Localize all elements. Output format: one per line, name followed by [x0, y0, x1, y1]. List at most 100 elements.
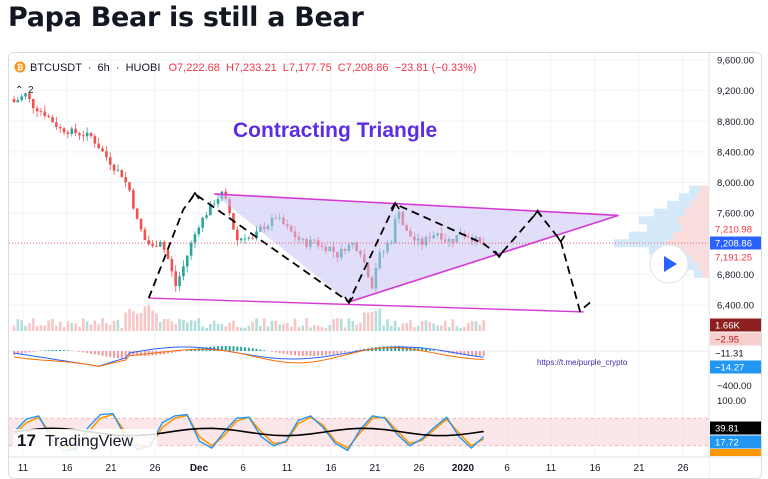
macd-histogram-bar — [116, 351, 119, 359]
volume-profile-bar — [677, 216, 709, 225]
volume-bar — [378, 308, 382, 331]
time-tick-label: 6 — [504, 463, 510, 474]
candle-body — [89, 132, 93, 137]
macd-histogram-bar — [43, 350, 46, 351]
price-tick-label: 9,600.00 — [717, 56, 754, 67]
volume-bar — [220, 323, 224, 331]
wave-arrowhead — [190, 191, 200, 200]
volume-bar — [374, 310, 378, 331]
macd-histogram-bar — [20, 351, 23, 354]
candle-body — [93, 136, 97, 144]
macd-histogram-bar — [78, 351, 81, 352]
high-value: H7,233.21 — [226, 62, 277, 74]
volume-bar — [147, 304, 151, 331]
candle-body — [193, 234, 197, 243]
price-tick-label: 6,800.00 — [717, 270, 754, 281]
macd-histogram-bar — [136, 351, 139, 356]
telegram-link[interactable]: https://t.me/purple_crypto — [537, 358, 628, 367]
play-icon — [664, 256, 677, 272]
volume-bar — [316, 325, 320, 331]
macd-histogram-bar — [190, 349, 193, 351]
volume-profile-bar — [690, 200, 709, 209]
collapse-chevron-icon[interactable]: ⌃ — [15, 85, 23, 96]
macd-histogram-bar — [236, 346, 239, 351]
time-axis[interactable]: 11 16 21 26 Dec 6 11 16 21 26 2020 6 11 16 21 26 — [18, 463, 689, 474]
volume-bar — [459, 327, 462, 331]
candle-body — [70, 128, 74, 134]
price-axis[interactable]: 9,600.00 9,200.00 8,800.00 8,400.00 8,000.00… — [710, 56, 761, 457]
macd-histogram-bar — [417, 347, 420, 351]
symbol-name: BTCUSDT — [30, 62, 82, 74]
volume-bar — [170, 321, 174, 331]
price-tick-label: 8,400.00 — [717, 147, 754, 158]
macd-histogram-bar — [186, 350, 189, 351]
tradingview-logo[interactable]: 17 TradingView — [13, 429, 157, 451]
volume-bar — [336, 318, 339, 331]
volume-bar — [370, 311, 374, 331]
candle-body — [62, 128, 66, 133]
symbol-header[interactable]: ₿ BTCUSDT · 6h · HUOBI O7,222.68 H7,233.… — [14, 61, 477, 97]
macd-histogram-bar — [324, 351, 327, 356]
volume-bar — [216, 324, 220, 331]
price-chart[interactable]: ₿ BTCUSDT · 6h · HUOBI O7,222.68 H7,233.… — [9, 53, 761, 478]
candle-body — [97, 143, 100, 149]
change-value: −23.81 (−0.33%) — [395, 62, 477, 74]
grid-lines — [9, 53, 709, 457]
play-button[interactable] — [649, 244, 689, 284]
candle-body — [170, 258, 174, 272]
macd-histogram-bar — [421, 348, 424, 351]
candle-body — [85, 132, 89, 137]
macd-histogram-bar — [286, 351, 289, 355]
volume-bar — [328, 324, 331, 331]
candle-body — [159, 242, 162, 247]
candle-body — [82, 135, 85, 137]
candle-body — [178, 276, 181, 287]
volume-bar — [482, 320, 485, 331]
macd-histogram-bar — [47, 350, 50, 351]
volume-bar — [347, 318, 351, 331]
indicator-count[interactable]: 2 — [28, 85, 34, 96]
volume-bar — [47, 320, 50, 331]
macd-tick-label: −400.00 — [717, 381, 752, 392]
candle-body — [247, 237, 251, 239]
chart-frame[interactable]: ₿ BTCUSDT · 6h · HUOBI O7,222.68 H7,233.… — [8, 52, 762, 479]
volume-bar — [393, 320, 397, 331]
time-tick-label: 11 — [18, 463, 29, 474]
macd-histogram-bar — [55, 350, 58, 351]
price-badge-high: 7,210.98 — [715, 225, 752, 236]
candle-body — [74, 128, 77, 134]
volume-bar — [278, 324, 281, 331]
volume-bar — [428, 322, 432, 331]
volume-bar — [266, 326, 270, 331]
volume-bar — [82, 318, 85, 331]
macd-histogram-bar — [463, 351, 466, 356]
macd-badge-1: −2.95 — [715, 335, 739, 346]
macd-histogram-bar — [328, 351, 331, 355]
candle-body — [35, 108, 39, 112]
macd-histogram-bar — [386, 346, 389, 351]
macd-histogram-bar — [444, 351, 447, 353]
stoch-badge-strip — [710, 449, 761, 456]
volume-bar — [301, 325, 305, 331]
stoch-k-badge-bg — [710, 421, 761, 435]
macd-histogram-bar — [251, 348, 254, 351]
candle-body — [201, 217, 204, 228]
time-tick-label: 26 — [677, 463, 689, 474]
volume-bar — [293, 318, 297, 331]
volume-bar — [351, 320, 355, 331]
volume-profile-bar — [694, 269, 703, 278]
volume-profile-bar — [684, 262, 698, 271]
macd-histogram-bar — [459, 351, 462, 355]
macd-histogram-bar — [143, 351, 146, 356]
candle-body — [12, 99, 16, 103]
macd-histogram-bar — [132, 351, 135, 356]
volume-bar — [305, 318, 308, 331]
price-tick-label: 8,800.00 — [717, 117, 754, 128]
candle-body — [216, 199, 220, 204]
volume-bar — [97, 324, 100, 331]
volume-bar — [58, 321, 62, 331]
candle-body — [47, 115, 50, 118]
macd-badge-3: −14.27 — [715, 363, 744, 374]
macd-histogram-bar — [97, 351, 100, 356]
candle-body — [212, 203, 216, 205]
